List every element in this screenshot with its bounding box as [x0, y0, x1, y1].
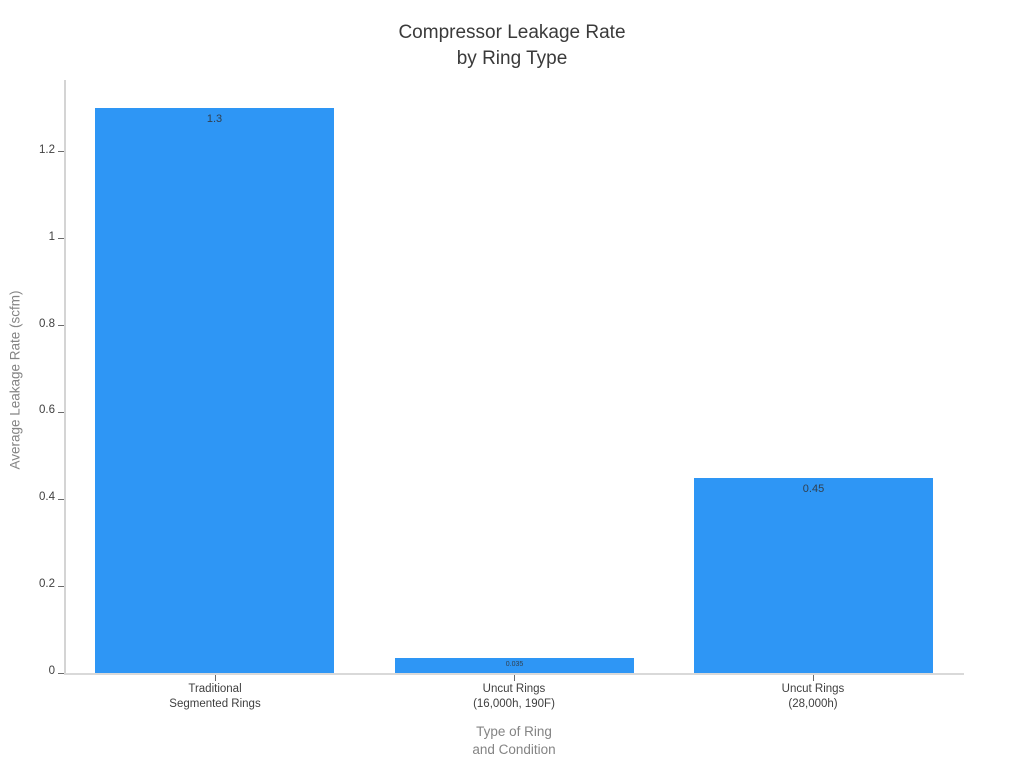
bar-value-label: 0.45 — [802, 482, 825, 495]
bar — [395, 657, 634, 673]
x-tick-mark — [514, 675, 515, 681]
x-axis-title-line-2: and Condition — [472, 742, 556, 757]
y-tick-mark — [58, 151, 64, 153]
x-tick-label: Uncut Rings (28,000h) — [693, 682, 933, 712]
x-axis-line — [64, 673, 964, 675]
y-tick-mark — [58, 585, 64, 587]
y-tick-label: 0.2 — [39, 578, 55, 591]
x-tick-label-line: Uncut Rings — [482, 683, 546, 695]
x-tick-label-line: (16,000h, 190F) — [473, 698, 555, 710]
y-tick-label: 0.6 — [39, 404, 55, 417]
y-tick-label: 0.4 — [39, 491, 55, 504]
chart-title-line-1: Compressor Leakage Rate — [398, 22, 626, 43]
y-tick-mark — [58, 498, 64, 500]
x-axis-title-line-1: Type of Ring — [476, 724, 552, 739]
y-tick-label: 0 — [48, 665, 55, 677]
bar-value-label: 0.035 — [505, 660, 524, 668]
y-tick-mark — [58, 238, 64, 240]
x-tick-label: Traditional Segmented Rings — [95, 682, 335, 712]
x-tick-label-line: Uncut Rings — [781, 683, 845, 695]
x-tick-mark — [813, 675, 814, 681]
y-tick-label: 1 — [48, 230, 55, 243]
y-tick-mark — [58, 411, 64, 413]
y-tick-mark — [58, 325, 64, 327]
y-axis-line — [64, 80, 66, 674]
bar-value-label: 1.3 — [206, 113, 223, 126]
x-tick-label: Uncut Rings (16,000h, 190F) — [394, 682, 634, 712]
x-tick-mark — [215, 675, 216, 681]
y-tick-mark — [58, 672, 64, 674]
x-tick-label-line: (28,000h) — [788, 698, 838, 710]
bar — [95, 108, 334, 673]
x-axis-title: Type of Ring and Condition — [2, 723, 1024, 759]
y-tick-label: 1.2 — [39, 143, 55, 156]
x-tick-label-line: Segmented Rings — [169, 698, 261, 710]
chart-title: Compressor Leakage Rate by Ring Type — [0, 20, 1024, 72]
bar — [694, 477, 933, 673]
y-tick-label: 0.8 — [39, 317, 55, 330]
x-tick-label-line: Traditional — [188, 683, 242, 695]
chart-title-line-2: by Ring Type — [456, 48, 568, 69]
